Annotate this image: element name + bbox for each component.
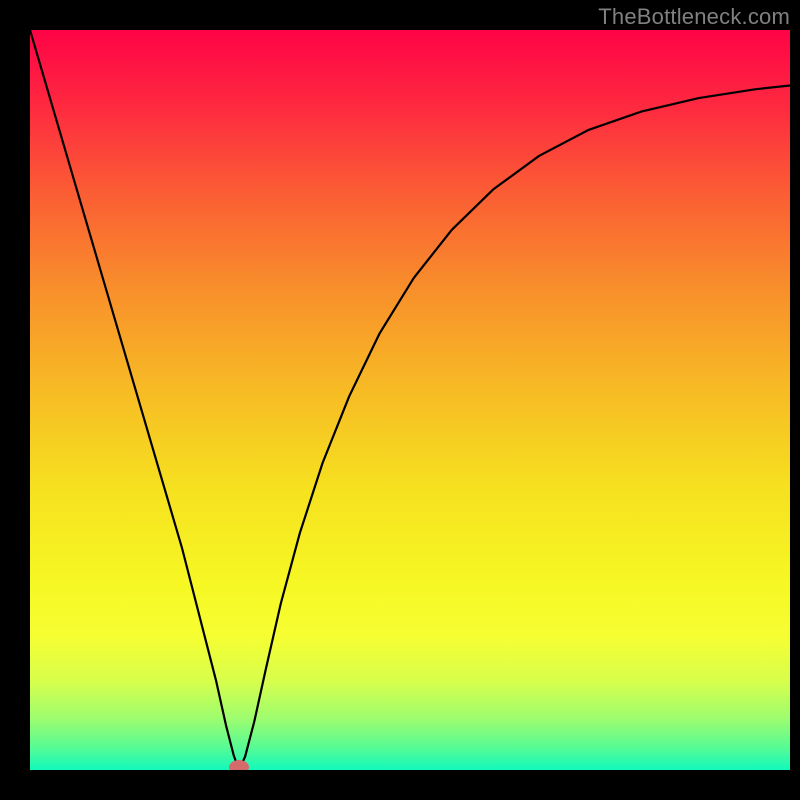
- outer-frame: TheBottleneck.com: [0, 0, 800, 800]
- watermark-text: TheBottleneck.com: [598, 4, 790, 30]
- chart-svg: [30, 30, 790, 770]
- gradient-background: [30, 30, 790, 770]
- chart-plot-area: [30, 30, 790, 770]
